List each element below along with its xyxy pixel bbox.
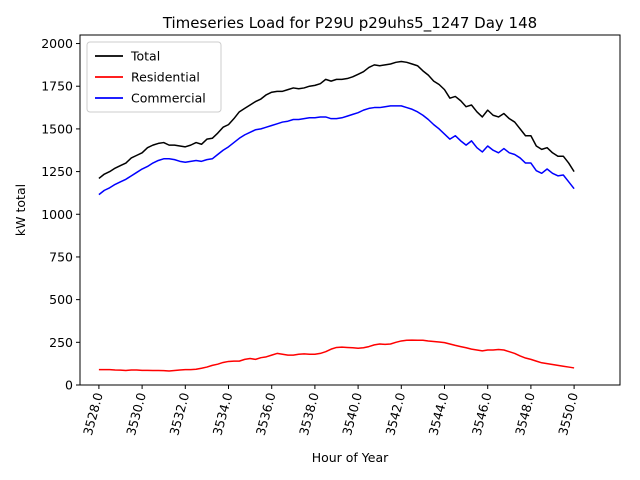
y-tick-label: 1250 [41, 164, 73, 179]
legend-box [86, 41, 222, 113]
legend-label-total: Total [130, 49, 160, 64]
y-tick-label: 1000 [41, 207, 73, 222]
y-tick-label: 0 [65, 378, 73, 393]
series-line-commercial [98, 105, 575, 196]
y-tick-label: 500 [49, 292, 73, 307]
y-axis-label: kW total [13, 184, 28, 236]
plot-frame [79, 34, 621, 386]
y-tick-label: 1750 [41, 79, 73, 94]
y-tick-label: 1500 [41, 121, 73, 136]
legend-label-commercial: Commercial [131, 91, 206, 106]
legend-label-residential: Residential [131, 70, 200, 85]
legend: Total Residential Commercial [86, 41, 222, 113]
series-line-residential [98, 339, 575, 372]
chart-title: Timeseries Load for P29U p29uhs5_1247 Da… [162, 14, 537, 33]
plot-area [98, 60, 575, 372]
x-axis-label: Hour of Year [312, 450, 389, 465]
y-axis: 0 250 500 750 1000 1250 1500 1750 2000 [41, 36, 80, 393]
y-tick-label: 250 [49, 335, 73, 350]
y-tick-label: 750 [49, 249, 73, 264]
y-tick-label: 2000 [41, 36, 73, 51]
series-line-total [98, 60, 575, 179]
